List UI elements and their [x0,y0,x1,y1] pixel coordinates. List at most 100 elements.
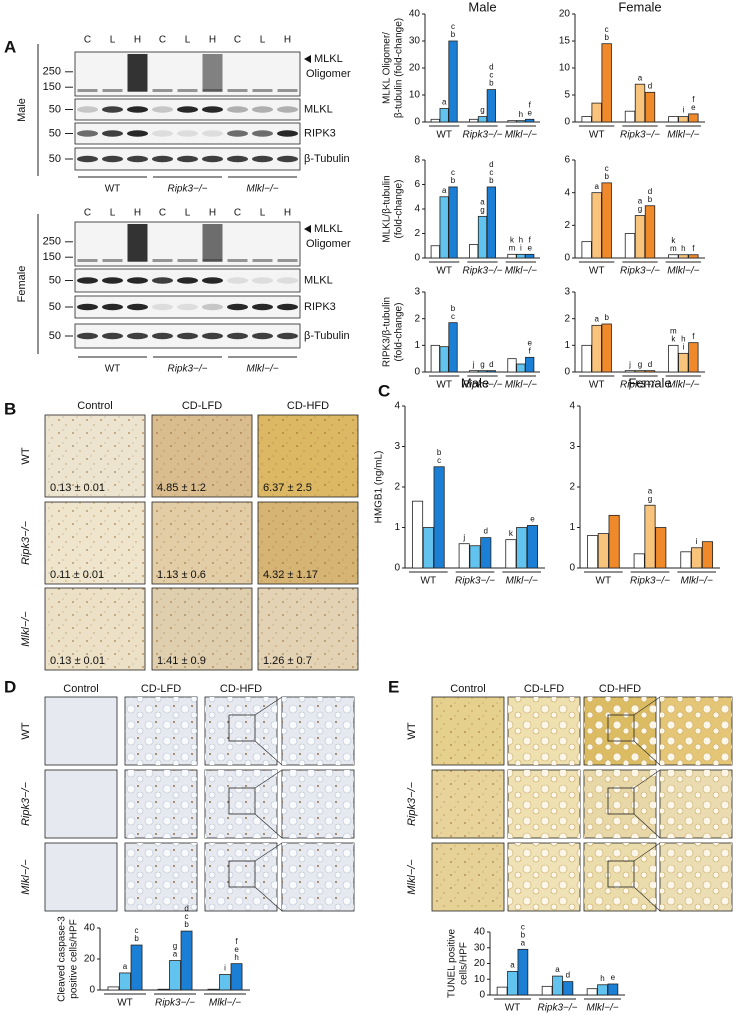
x-tick-label: Ripk3−/− [462,130,502,141]
significance-letter: e [527,108,532,117]
bar [516,253,526,259]
sex-label: Male [16,98,28,122]
band [127,332,148,340]
significance-letter: a [638,73,643,82]
lane-label: C [159,208,166,219]
y-tick-label: 3 [394,441,400,452]
significance-letter: b [451,30,456,39]
band [227,106,248,113]
band [252,259,273,262]
bar [668,344,679,373]
micrograph-texture [508,697,580,765]
bar [644,370,656,373]
significance-letter: k [671,236,676,245]
y-tick-label: 3 [564,287,570,298]
micrograph-texture [125,770,197,838]
band [177,259,198,262]
bar [496,986,508,996]
quantification: 6.37 ± 2.5 [263,482,312,494]
bar [448,186,458,259]
bar [486,186,496,259]
band [127,130,148,137]
micrograph-texture [508,843,580,911]
band [152,130,173,137]
band [77,332,98,340]
x-tick-label: WT [589,380,605,391]
band [252,303,273,311]
bar [469,244,479,259]
zoom-line [254,886,283,912]
significance-letter: h [519,235,523,244]
zoom-line [254,842,283,862]
column-header: CD-LFD [182,400,222,412]
significance-letter: a [173,950,178,959]
zoom-line [254,696,283,716]
significance-letter: e [527,243,532,252]
band [102,89,123,92]
significance-letter: a [123,962,128,971]
blot-label: MLKL [304,274,333,286]
y-tick-label: 1 [414,340,420,351]
lane-label: L [185,208,191,219]
y-tick-label: 6 [414,179,420,190]
significance-letter: c [437,456,441,465]
significance-letter: j [472,360,475,369]
significance-letter: a [594,314,599,323]
smear [127,54,148,92]
x-tick-label: Ripk3−/− [155,998,195,1009]
column-header: CD-LFD [524,683,564,695]
bar [430,344,440,373]
band [127,303,148,311]
y-tick-label: 0 [479,990,485,1001]
significance-letter: i [682,342,684,351]
bar [634,83,646,123]
band [227,259,248,262]
lane-label: H [284,35,291,46]
bar [507,970,518,996]
band [127,89,148,92]
bar [597,533,609,569]
bar [634,370,646,373]
band [252,106,273,113]
bar [678,352,689,373]
significance-letter: b [489,79,494,88]
band [202,259,223,262]
y-tick-label: 0 [414,367,420,378]
bar [601,323,612,373]
blot-label: MLKL [314,223,343,235]
micrograph [44,842,118,912]
smear [127,224,148,262]
y-tick-label: 20 [84,954,96,965]
band [177,89,198,92]
panel-label: E [388,677,399,696]
x-tick-label: Mlkl−/− [505,380,537,391]
y-axis-label: cells/HPF [459,942,470,985]
bar [505,539,517,569]
x-tick-label: WT [436,380,452,391]
significance-letter: c [605,164,609,173]
micrograph-texture [258,415,358,497]
bar [412,500,424,569]
band [102,332,123,340]
band [127,277,148,284]
blot-strip [74,295,301,319]
micrograph-texture [125,697,197,765]
band [127,259,148,262]
blot-strip [74,122,301,145]
x-tick-label: Mlkl−/− [667,266,699,277]
significance-letter: g [638,205,642,214]
band [227,332,248,340]
bar [581,116,592,123]
significance-letter: d [184,904,188,913]
y-axis-label: TUNEL positive [447,929,458,999]
bar [458,543,470,569]
mw-marker: 50 [49,301,61,313]
y-tick-label: 6 [564,155,570,166]
significance-letter: d [484,527,488,536]
band [77,303,98,311]
bar [688,113,699,123]
significance-letter: j [628,360,631,369]
y-tick-label: 10 [409,90,421,101]
panel-label: B [4,399,16,418]
y-tick-label: 20 [474,958,486,969]
